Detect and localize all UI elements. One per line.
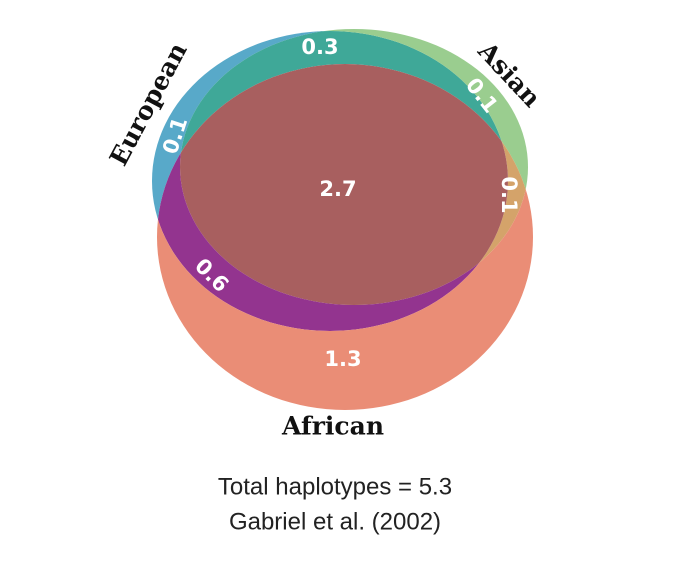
set-label: African — [281, 412, 384, 441]
region-value: 1.3 — [324, 347, 361, 371]
note: Total haplotypes = 5.3 — [218, 473, 452, 500]
region-value: 0.3 — [301, 35, 338, 59]
note: Gabriel et al. (2002) — [229, 508, 441, 535]
region-value: 2.7 — [319, 177, 356, 201]
region-value: 0.1 — [497, 176, 521, 213]
